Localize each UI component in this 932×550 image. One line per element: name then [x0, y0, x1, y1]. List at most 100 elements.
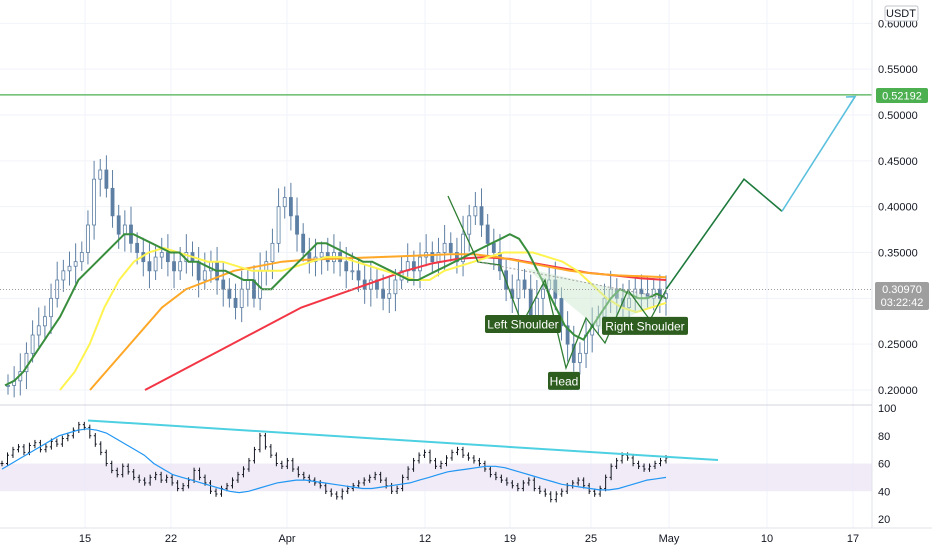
pattern-shade — [526, 268, 665, 330]
candle-body — [73, 261, 78, 267]
last-price-badge: 0.30970 03:22:42 — [875, 282, 929, 310]
svg-text:0.52192: 0.52192 — [882, 91, 922, 103]
candle-body — [264, 261, 269, 272]
candle-body — [498, 252, 502, 272]
candle-body — [270, 242, 275, 263]
price-tick-label: 0.55000 — [878, 64, 918, 76]
candle-body — [61, 270, 66, 281]
time-tick-label: Apr — [278, 533, 295, 545]
candle-body — [627, 297, 632, 308]
candle-body — [295, 215, 299, 235]
price-axis[interactable]: 0.200000.250000.300000.350000.400000.450… — [878, 18, 918, 397]
time-tick-label: 12 — [419, 533, 431, 545]
pattern-annotations: Left Shoulder Head Right Shoulder — [485, 315, 688, 390]
candle-body — [528, 288, 533, 318]
candle-body — [387, 293, 392, 299]
candle-body — [116, 215, 121, 235]
candle-body — [135, 242, 140, 253]
time-tick-label: 10 — [761, 533, 773, 545]
candle-body — [381, 288, 386, 299]
price-tick-label: 0.20000 — [878, 385, 918, 397]
candle-body — [202, 270, 207, 281]
svg-text:Head: Head — [550, 374, 579, 388]
svg-text:0.30970: 0.30970 — [882, 284, 922, 296]
candle-body — [522, 279, 527, 290]
candle-body — [288, 197, 293, 217]
rsi-tick-label: 80 — [878, 431, 890, 443]
price-tick-label: 0.50000 — [878, 110, 918, 122]
candle-body — [245, 279, 250, 290]
currency-label: USDT — [886, 8, 916, 20]
annotation-left-shoulder: Left Shoulder — [485, 315, 561, 333]
candle-body — [301, 233, 306, 253]
candle-body — [24, 352, 29, 373]
time-tick-label: 25 — [585, 533, 597, 545]
candle-body — [147, 261, 152, 272]
candle-body — [178, 261, 183, 272]
time-tick-label: 19 — [504, 533, 516, 545]
candle-body — [356, 270, 361, 281]
projection-line-green — [665, 177, 783, 290]
candle-body — [67, 265, 72, 272]
projection-line-cyan — [781, 96, 856, 212]
rsi-ma-line — [1, 428, 667, 494]
candle-body — [479, 206, 484, 226]
candle-body — [344, 261, 349, 272]
candle-body — [196, 261, 201, 281]
candle-body — [165, 252, 170, 263]
candle-body — [633, 288, 638, 299]
candle-body — [368, 279, 373, 290]
rsi-axis[interactable]: 20 40 60 80 100 — [878, 403, 896, 526]
candle-body — [578, 352, 582, 363]
candle-body — [42, 316, 47, 327]
rsi-tick-label: 100 — [878, 403, 896, 415]
candle-body — [79, 252, 84, 263]
svg-text:Left Shoulder: Left Shoulder — [487, 318, 558, 332]
candle-body — [461, 233, 465, 263]
candle-body — [122, 224, 127, 235]
candle-body — [159, 252, 164, 258]
candle-body — [534, 297, 539, 318]
candle-body — [430, 252, 435, 263]
candle-body — [541, 288, 545, 299]
candle-body — [172, 261, 176, 272]
candle-body — [350, 270, 355, 273]
price-tick-label: 0.45000 — [878, 156, 918, 168]
rsi-tick-label: 40 — [878, 486, 890, 498]
time-tick-label: 15 — [79, 533, 91, 545]
candle-body — [282, 197, 287, 208]
candle-body — [221, 279, 226, 290]
rsi-tick-label: 60 — [878, 459, 890, 471]
candle-body — [239, 288, 244, 308]
candle-body — [227, 288, 232, 299]
candle-body — [98, 169, 103, 180]
price-tick-label: 0.35000 — [878, 248, 918, 260]
candle-body — [276, 206, 281, 244]
candle-body — [319, 252, 324, 258]
candle-body — [467, 215, 472, 235]
candle-body — [491, 242, 496, 253]
rsi-trend-line — [87, 419, 719, 462]
price-tick-label: 0.40000 — [878, 202, 918, 214]
candle-body — [153, 256, 158, 272]
candle-body — [418, 256, 422, 272]
annotation-head: Head — [548, 371, 580, 390]
candle-body — [565, 325, 570, 345]
candle-body — [485, 224, 490, 244]
candle-body — [92, 178, 96, 226]
rsi-tick-label: 20 — [878, 514, 890, 526]
time-axis[interactable]: 15 22 Apr 12 19 25 May 10 17 — [79, 533, 859, 545]
candle-body — [36, 325, 41, 336]
candle-body — [664, 293, 668, 299]
candle-body — [442, 242, 447, 253]
pattern-zigzag — [447, 195, 667, 371]
candle-body — [559, 297, 564, 327]
time-tick-label: 17 — [847, 533, 859, 545]
candle-body — [639, 288, 644, 295]
price-tick-label: 0.25000 — [878, 339, 918, 351]
candle-body — [448, 242, 453, 253]
svg-text:03:22:42: 03:22:42 — [881, 297, 924, 309]
grid — [0, 0, 872, 528]
